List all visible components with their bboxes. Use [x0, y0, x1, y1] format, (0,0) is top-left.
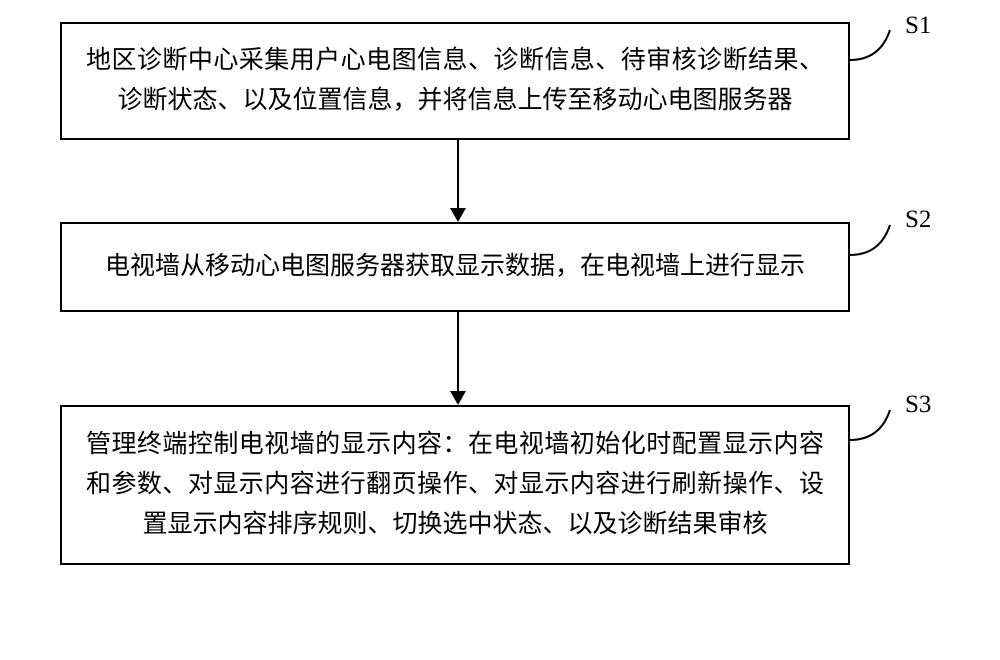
step-label-s1: S1 — [905, 12, 931, 40]
step-text-s2: 电视墙从移动心电图服务器获取显示数据，在电视墙上进行显示 — [105, 247, 805, 287]
step-box-s1: 地区诊断中心采集用户心电图信息、诊断信息、待审核诊断结果、诊断状态、以及位置信息… — [60, 22, 850, 140]
step-text-s1: 地区诊断中心采集用户心电图信息、诊断信息、待审核诊断结果、诊断状态、以及位置信息… — [86, 41, 824, 121]
arrow-icon — [450, 391, 466, 405]
step-text-s3: 管理终端控制电视墙的显示内容：在电视墙初始化时配置显示内容和参数、对显示内容进行… — [86, 425, 824, 545]
connector-s1-s2 — [450, 140, 466, 222]
arrow-icon — [450, 208, 466, 222]
step-label-s2: S2 — [905, 206, 931, 234]
step-label-s3: S3 — [905, 391, 931, 419]
flowchart-container: 地区诊断中心采集用户心电图信息、诊断信息、待审核诊断结果、诊断状态、以及位置信息… — [0, 0, 1000, 660]
step-box-s2: 电视墙从移动心电图服务器获取显示数据，在电视墙上进行显示 — [60, 222, 850, 312]
connector-s2-s3 — [450, 312, 466, 405]
step-box-s3: 管理终端控制电视墙的显示内容：在电视墙初始化时配置显示内容和参数、对显示内容进行… — [60, 405, 850, 565]
